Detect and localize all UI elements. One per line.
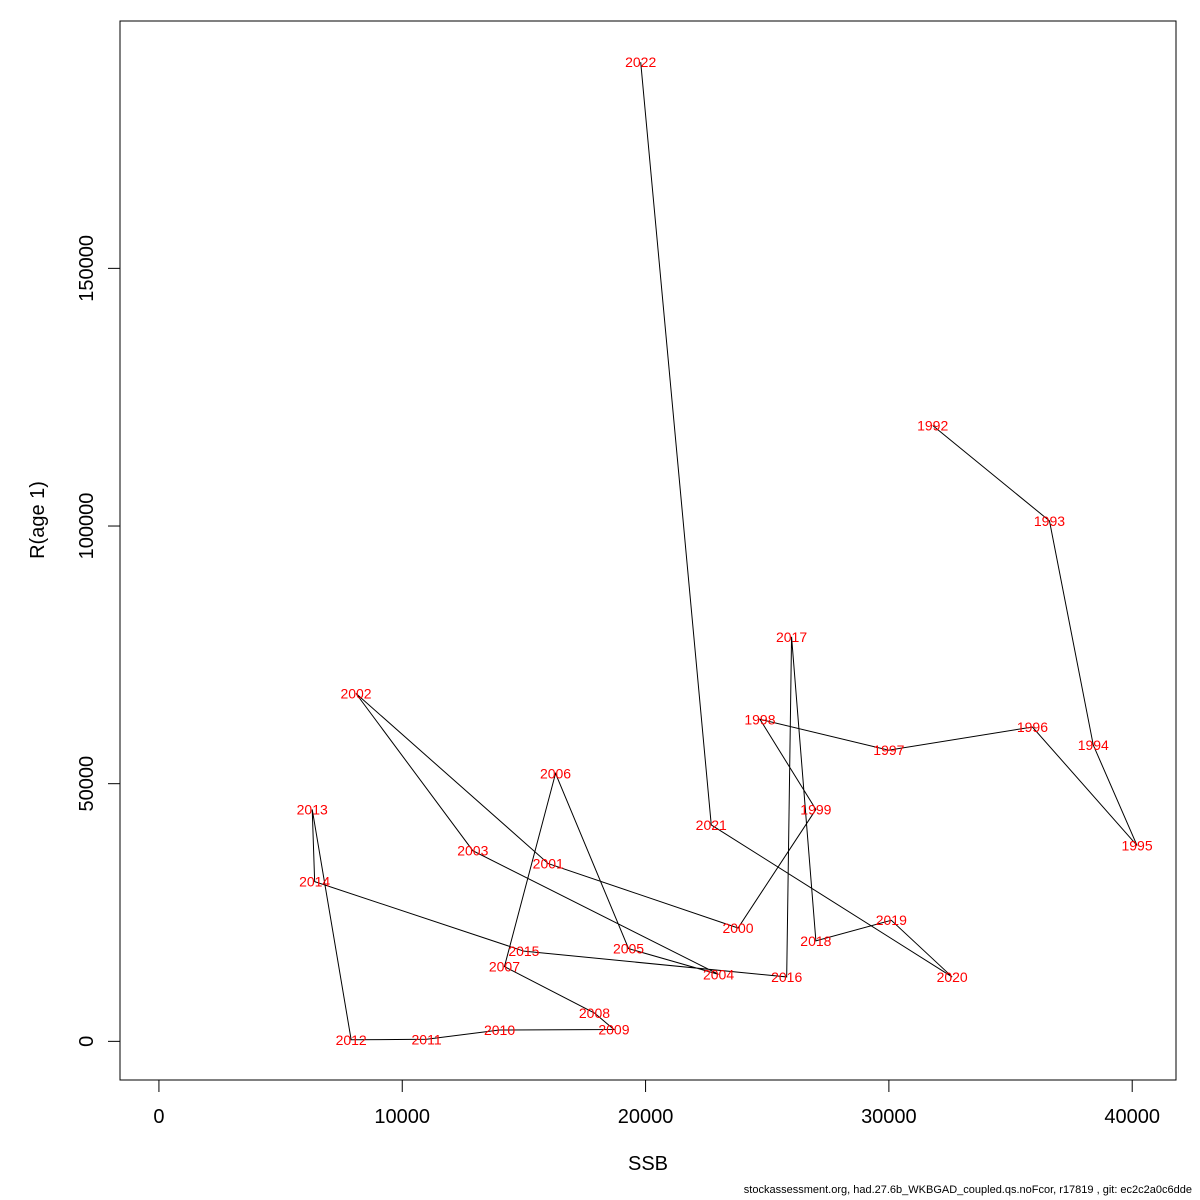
- point-label-1998: 1998: [744, 711, 775, 727]
- y-tick-label: 100000: [76, 493, 98, 560]
- point-label-2020: 2020: [937, 969, 968, 985]
- point-label-2010: 2010: [484, 1022, 515, 1038]
- x-axis: 0 10000 20000 30000 40000: [153, 1079, 1160, 1128]
- point-label-2011: 2011: [412, 1031, 442, 1047]
- point-label-2016: 2016: [771, 969, 802, 985]
- point-label-1995: 1995: [1121, 838, 1152, 854]
- y-axis-title: R(age 1): [27, 481, 49, 559]
- point-label-2009: 2009: [598, 1021, 629, 1037]
- point-label-2003: 2003: [457, 843, 488, 859]
- x-tick-label: 40000: [1104, 1106, 1160, 1128]
- point-label-2021: 2021: [696, 817, 727, 833]
- point-label-1996: 1996: [1017, 719, 1048, 735]
- x-tick-label: 0: [153, 1106, 164, 1128]
- point-label-2004: 2004: [703, 966, 734, 982]
- x-tick-label: 30000: [861, 1106, 917, 1128]
- point-label-2008: 2008: [579, 1005, 610, 1021]
- point-label-2013: 2013: [297, 801, 328, 817]
- y-tick-label: 0: [76, 1036, 98, 1047]
- point-label-2017: 2017: [776, 629, 807, 645]
- point-label-2005: 2005: [613, 941, 644, 957]
- point-label-2015: 2015: [508, 943, 539, 959]
- plot-frame: [119, 20, 1177, 1081]
- point-label-1992: 1992: [917, 418, 948, 434]
- point-label-2006: 2006: [540, 765, 571, 781]
- point-label-2000: 2000: [722, 920, 753, 936]
- point-label-1997: 1997: [873, 742, 904, 758]
- point-label-1993: 1993: [1034, 513, 1065, 529]
- footer-credit: stockassessment.org, had.27.6b_WKBGAD_co…: [743, 1184, 1192, 1196]
- point-label-2007: 2007: [489, 959, 520, 975]
- point-label-2012: 2012: [336, 1032, 367, 1048]
- point-label-2019: 2019: [876, 912, 907, 928]
- point-label-1999: 1999: [800, 801, 831, 817]
- point-label-2022: 2022: [625, 54, 656, 70]
- x-tick-label: 20000: [618, 1106, 674, 1128]
- series-line: [311, 62, 1138, 1041]
- y-axis: 0 50000 100000 150000: [76, 235, 121, 1047]
- point-label-1994: 1994: [1078, 737, 1109, 753]
- x-tick-label: 10000: [374, 1106, 430, 1128]
- point-label-2014: 2014: [299, 874, 330, 890]
- y-tick-label: 150000: [76, 235, 98, 302]
- y-tick-label: 50000: [76, 756, 98, 812]
- point-label-2002: 2002: [340, 686, 371, 702]
- x-axis-title: SSB: [628, 1153, 668, 1175]
- point-labels: 1992 1993 1994 1995 1996 1997 1998 1999 2000 2001…: [297, 54, 1153, 1048]
- point-label-2001: 2001: [533, 856, 564, 872]
- point-label-2018: 2018: [800, 933, 831, 949]
